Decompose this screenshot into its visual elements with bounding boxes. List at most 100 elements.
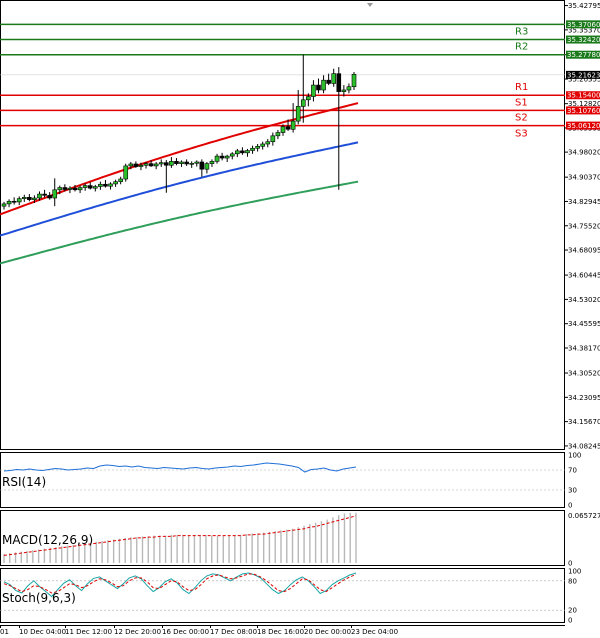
price-tick-label-12: 34.53020 <box>568 296 600 304</box>
candle-body <box>77 187 83 191</box>
candle <box>331 68 337 87</box>
candle-body <box>341 89 347 92</box>
candle-body <box>113 181 118 185</box>
candle <box>240 147 245 155</box>
candle-body <box>62 187 68 190</box>
time-tick-label-1: 10 Dec 04:00 <box>19 628 66 636</box>
candle <box>6 199 12 208</box>
price-tick-label-18: 34.08245 <box>568 442 600 450</box>
macd-tick-label-zero: 0 <box>568 560 572 568</box>
rsi-tick-label: 100 <box>568 452 581 460</box>
candle-body <box>72 187 78 191</box>
candle <box>189 161 194 168</box>
candle-body <box>1 203 7 207</box>
candle-body <box>204 163 210 170</box>
candle <box>219 152 225 161</box>
candle <box>199 159 205 177</box>
price-tick-label-0: 35.42795 <box>568 2 600 10</box>
candle <box>143 162 149 169</box>
price-tick-label-11: 34.60445 <box>568 272 600 280</box>
candle-body <box>229 153 235 157</box>
candle-body <box>331 73 337 84</box>
macd-signal-line <box>3 515 357 556</box>
candle-body <box>184 161 189 165</box>
level-label-R2: R2 <box>515 42 528 53</box>
level-label-R1: R1 <box>515 82 528 93</box>
candle-body <box>214 155 220 162</box>
level-label-S1: S1 <box>515 97 528 108</box>
time-tick-label-8: 23 Dec 04:00 <box>351 628 398 636</box>
candle-body <box>189 163 194 165</box>
time-tick-label-7: 20 Dec 00:00 <box>304 628 351 636</box>
candle-body <box>311 84 316 97</box>
candle-body <box>148 163 154 167</box>
candle <box>336 67 342 190</box>
candle <box>245 148 250 157</box>
candle <box>295 90 301 125</box>
candle-body <box>351 73 357 88</box>
candle <box>47 192 52 200</box>
candle-body <box>179 161 184 164</box>
candle-body <box>270 135 276 143</box>
level-price-tag-label: 35.06120 <box>567 122 600 130</box>
candle-body <box>300 99 306 107</box>
candle <box>11 197 17 205</box>
stoch-tick-label: 80 <box>568 577 577 585</box>
candle-body <box>153 163 159 167</box>
candle <box>321 75 326 94</box>
time-tick-label-2: 11 Dec 12:00 <box>65 628 112 636</box>
level-price-tag <box>566 106 600 115</box>
candle-body <box>316 84 321 91</box>
candle-body <box>164 162 169 166</box>
candle <box>52 178 58 207</box>
time-tick-label-0: 01 <box>0 628 9 636</box>
candle <box>280 124 286 136</box>
level-price-tag-label: 35.37060 <box>567 21 600 29</box>
candle <box>351 72 357 90</box>
candle-body <box>108 183 113 187</box>
main-panel-frame <box>0 0 565 450</box>
stoch-main-line <box>3 572 357 598</box>
candle-body <box>235 150 240 155</box>
candle-body <box>240 150 245 154</box>
candle <box>290 103 296 133</box>
candle-body <box>245 150 250 154</box>
candle <box>265 139 271 148</box>
candle-body <box>6 200 12 205</box>
candle-body <box>209 161 215 164</box>
candle-body <box>143 163 149 166</box>
candle <box>285 119 291 131</box>
candle <box>77 185 83 194</box>
candle <box>346 83 352 94</box>
candle <box>341 85 347 97</box>
candle <box>260 141 265 150</box>
candle <box>153 162 159 170</box>
candle <box>316 78 321 94</box>
stoch-tick-label: 100 <box>568 568 581 576</box>
price-tick-label-15: 34.30520 <box>568 370 600 378</box>
level-price-tag-label: 35.15400 <box>567 92 600 100</box>
stoch-label: Stoch(9,6,3) <box>2 591 76 605</box>
macd-label: MACD(12,26,9) <box>2 533 93 547</box>
candle <box>204 162 210 174</box>
candle-body <box>52 189 58 199</box>
price-tick-label-14: 34.38170 <box>568 344 600 352</box>
candle-body <box>128 163 134 167</box>
candle <box>229 152 235 160</box>
time-tick-label-4: 16 Dec 00:00 <box>162 628 209 636</box>
candle <box>184 159 189 166</box>
level-price-tag-label: 35.27780 <box>567 51 600 59</box>
candle <box>214 153 220 164</box>
candle <box>224 154 230 162</box>
candle <box>164 160 169 193</box>
candle <box>118 176 123 185</box>
candle-body <box>27 197 32 200</box>
candle-body <box>93 186 98 189</box>
time-tick-label-3: 12 Dec 20:00 <box>114 628 161 636</box>
candle <box>93 184 98 192</box>
candle-body <box>295 106 301 122</box>
candle <box>108 182 113 190</box>
price-tick-label-13: 34.45595 <box>568 320 600 328</box>
stoch-tick-label: 20 <box>568 607 577 615</box>
candle-body <box>174 161 179 164</box>
